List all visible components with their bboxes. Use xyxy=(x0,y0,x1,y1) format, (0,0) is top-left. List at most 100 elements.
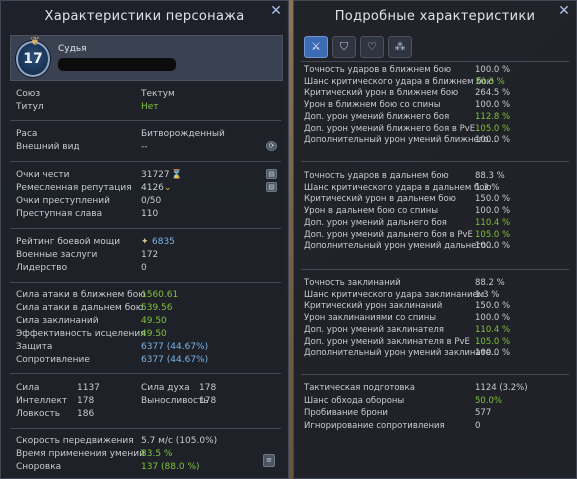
stats-tab-bar: ⚔ ⛉ ♡ ⁂ xyxy=(304,36,568,58)
spell-power-value: 49.50 xyxy=(141,316,167,326)
str-label: Сила xyxy=(16,383,40,393)
melee-stat-value: 105.0 % xyxy=(475,123,511,134)
melee-stat-label: Критический урон в ближнем бою xyxy=(304,88,459,99)
melee-attack-label: Сила атаки в ближнем бою xyxy=(16,290,146,300)
close-icon[interactable]: ✕ xyxy=(558,3,570,19)
leadership-label: Лидерство xyxy=(16,263,68,273)
divider xyxy=(10,228,281,229)
heal-power-label: Эффективность исцеления xyxy=(16,329,146,339)
war-merit-label: Военные заслуги xyxy=(16,250,98,260)
tab-misc-dots-icon[interactable]: ⁂ xyxy=(388,36,412,58)
divider xyxy=(10,161,281,162)
spell-power-label: Сила заклинаний xyxy=(16,316,99,326)
melee-stat-label: Доп. урон умений ближнего боя в PvE xyxy=(304,123,476,134)
misc-stat-label: Игнорирование сопротивления xyxy=(304,421,445,432)
character-stats-panel: Характеристики персонажа ✕ ❦ 17 Судья Со… xyxy=(0,0,289,479)
appearance-settings-icon[interactable]: ⟳ xyxy=(266,141,277,151)
ranged-stat-label: Точность ударов в дальнем бою xyxy=(304,171,449,181)
leadership-value: 0 xyxy=(141,263,147,273)
divider xyxy=(10,120,281,121)
panel-title: Подробные характеристики xyxy=(334,9,536,24)
magic-stat-value: 100.0 % xyxy=(475,348,511,359)
agi-label: Ловкость xyxy=(16,409,61,419)
heal-power-value: 49.50 xyxy=(141,329,167,339)
cast-time-label: Время применения умений xyxy=(16,449,145,459)
melee-stat-label: Урон в ближнем бою со спины xyxy=(304,100,441,111)
shop-icon[interactable]: ▤ xyxy=(266,182,277,192)
ranged-stat-label: Доп. урон умений дальнего боя в PvE xyxy=(304,229,473,240)
magic-stat-label: Доп. урон умений заклинателя в PvE xyxy=(304,336,470,347)
melee-stat-label: Доп. урон умений ближнего боя xyxy=(304,111,450,122)
ranged-stat-value: 105.0 % xyxy=(475,229,511,240)
ranged-attack-label: Сила атаки в дальнем бою xyxy=(16,303,144,313)
divider xyxy=(10,373,281,374)
ranged-stat-value: 100.0 % xyxy=(475,241,511,252)
misc-stat-label: Тактическая подготовка xyxy=(304,383,415,393)
magic-stat-label: Урон заклинаниями со спины xyxy=(304,313,437,324)
ranged-stat-label: Доп. урон умений дальнего боя xyxy=(304,217,447,228)
level-badge: ❦ 17 xyxy=(16,34,50,77)
honor-label: Очки чести xyxy=(16,170,70,180)
craft-rep-value: 4126 xyxy=(141,183,164,193)
melee-stat-label: Точность ударов в ближнем бою xyxy=(304,65,451,75)
misc-stat-value: 577 xyxy=(475,408,492,419)
ranged-stat-value: 150.0 % xyxy=(475,194,511,205)
tab-melee-sword-icon[interactable]: ⚔ xyxy=(304,36,328,58)
character-header: ❦ 17 Судья xyxy=(10,34,283,81)
close-icon[interactable]: ✕ xyxy=(270,3,282,19)
spirit-value: 178 xyxy=(199,383,217,393)
ranged-stat-value: 100.0 % xyxy=(475,206,511,217)
divider xyxy=(10,428,281,429)
gear-score-icon: ✦ xyxy=(141,237,149,247)
crime-fame-label: Преступная слава xyxy=(16,209,103,219)
details-list-icon[interactable]: ≡ xyxy=(263,454,275,467)
misc-stat-label: Шанс обхода обороны xyxy=(304,395,405,406)
melee-stat-value: 100.0 % xyxy=(475,100,511,111)
melee-stat-value: 100.0 % xyxy=(475,65,511,75)
magic-stat-value: 105.0 % xyxy=(475,336,511,347)
melee-attack-value: 1560.61 xyxy=(141,290,179,300)
gear-score-value: 6835 xyxy=(152,237,175,247)
spirit-label: Сила духа xyxy=(141,383,190,393)
craft-rep-label: Ремесленная репутация xyxy=(16,183,132,193)
title-value: Нет xyxy=(141,102,159,112)
magic-stat-label: Точность заклинаний xyxy=(304,278,401,288)
character-name-redacted xyxy=(58,58,176,71)
gear-score-label: Рейтинг боевой мощи xyxy=(16,237,121,247)
melee-stat-label: Дополнительный урон умений ближнего... xyxy=(304,135,497,146)
crime-points-label: Очки преступлений xyxy=(16,196,110,206)
crime-fame-value: 110 xyxy=(141,209,159,219)
magic-stat-label: Критический урон заклинаний xyxy=(304,301,443,312)
magic-stat-label: Доп. урон умений заклинателя xyxy=(304,324,444,335)
misc-stat-value: 50.0% xyxy=(475,395,503,406)
character-title-label: Судья xyxy=(58,44,87,54)
int-label: Интеллект xyxy=(16,396,68,406)
magic-stat-label: Шанс критического удара заклинанием xyxy=(304,289,485,300)
magic-stat-value: 88.2 % xyxy=(475,278,505,288)
attack-speed-label: Сноровка xyxy=(16,462,62,472)
honor-value: 31727 xyxy=(141,170,170,180)
ranged-stat-value: 110.4 % xyxy=(475,217,511,228)
ranged-stat-label: Шанс критического удара в дальнем бою xyxy=(304,182,492,193)
magic-stat-value: 150.0 % xyxy=(475,301,511,312)
tab-heal-heart-icon[interactable]: ♡ xyxy=(360,36,384,58)
panel-title: Характеристики персонажа xyxy=(44,9,245,24)
melee-stat-value: 112.8 % xyxy=(475,111,511,122)
hourglass-icon: ⌛ xyxy=(171,170,183,180)
divider xyxy=(301,161,569,162)
stamina-label: Выносливость xyxy=(141,396,209,406)
crime-points-value: 0/50 xyxy=(141,196,162,206)
cast-time-value: 83.5 % xyxy=(141,449,173,459)
war-merit-value: 172 xyxy=(141,250,159,260)
melee-stat-value: 264.5 % xyxy=(475,88,511,99)
level-value: 17 xyxy=(23,51,43,67)
shop-icon[interactable]: ▤ xyxy=(266,169,277,179)
chevron-down-icon: ⌄ xyxy=(164,183,172,193)
ranged-stat-label: Критический урон в дальнем бою xyxy=(304,194,456,205)
race-label: Раса xyxy=(16,129,38,139)
move-speed-label: Скорость передвижения xyxy=(16,436,134,446)
ranged-attack-value: 539.56 xyxy=(141,303,173,313)
divider xyxy=(10,282,281,283)
tab-defense-shield-icon[interactable]: ⛉ xyxy=(332,36,356,58)
misc-stat-value: 0 xyxy=(475,421,481,432)
